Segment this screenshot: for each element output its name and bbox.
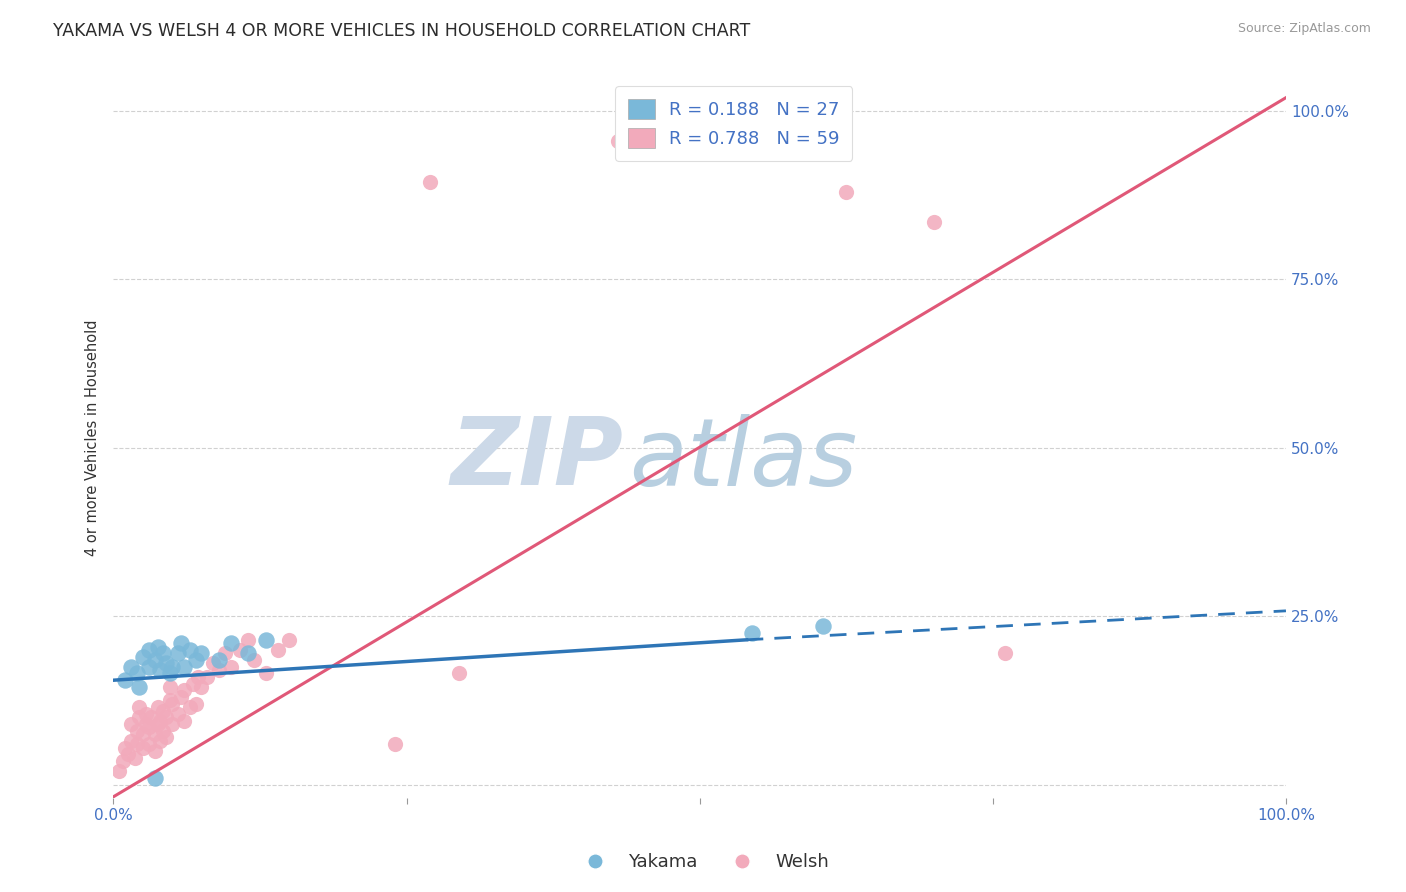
Point [125, 723, 148, 738]
Point [993, 646, 1015, 660]
Point [120, 659, 142, 673]
Point [184, 653, 207, 667]
Point [108, 764, 131, 778]
Point [179, 643, 201, 657]
Point [155, 731, 177, 745]
Point [114, 673, 136, 688]
Point [170, 690, 193, 704]
Point [128, 680, 150, 694]
Point [190, 646, 212, 660]
Text: ZIP: ZIP [451, 413, 623, 506]
Point [143, 727, 166, 741]
Y-axis label: 4 or more Vehicles in Household: 4 or more Vehicles in Household [86, 319, 100, 556]
Point [811, 619, 834, 633]
Point [143, 653, 166, 667]
Point [219, 636, 242, 650]
Legend: Yakama, Welsh: Yakama, Welsh [569, 847, 837, 879]
Text: Source: ZipAtlas.com: Source: ZipAtlas.com [1237, 22, 1371, 36]
Point [138, 643, 160, 657]
Point [155, 657, 177, 671]
Point [266, 643, 288, 657]
Point [219, 659, 242, 673]
Point [132, 649, 155, 664]
Point [181, 676, 204, 690]
Point [146, 700, 169, 714]
Point [229, 643, 252, 657]
Point [160, 717, 183, 731]
Point [135, 717, 157, 731]
Point [152, 723, 174, 738]
Point [208, 653, 231, 667]
Point [152, 704, 174, 718]
Point [159, 666, 181, 681]
Point [278, 632, 301, 647]
Point [167, 646, 190, 660]
Point [238, 632, 260, 647]
Point [922, 215, 945, 229]
Point [190, 680, 212, 694]
Point [128, 710, 150, 724]
Point [173, 683, 195, 698]
Point [243, 653, 266, 667]
Point [195, 670, 218, 684]
Point [152, 646, 174, 660]
Point [143, 744, 166, 758]
Point [149, 714, 172, 728]
Point [139, 710, 162, 724]
Point [120, 734, 142, 748]
Point [117, 747, 139, 762]
Point [125, 666, 148, 681]
Point [120, 717, 142, 731]
Point [187, 670, 209, 684]
Point [835, 185, 858, 199]
Point [155, 710, 177, 724]
Text: atlas: atlas [630, 414, 858, 505]
Point [384, 737, 406, 751]
Point [184, 697, 207, 711]
Point [179, 700, 201, 714]
Point [449, 666, 471, 681]
Point [741, 626, 763, 640]
Point [208, 663, 231, 677]
Point [159, 680, 181, 694]
Point [124, 750, 146, 764]
Point [149, 663, 172, 677]
Point [138, 737, 160, 751]
Point [114, 740, 136, 755]
Point [254, 632, 277, 647]
Point [173, 714, 195, 728]
Point [146, 717, 169, 731]
Point [143, 771, 166, 785]
Point [419, 175, 441, 189]
Point [167, 706, 190, 721]
Point [132, 740, 155, 755]
Point [606, 135, 628, 149]
Point [173, 659, 195, 673]
Point [125, 737, 148, 751]
Point [202, 657, 225, 671]
Text: YAKAMA VS WELSH 4 OR MORE VEHICLES IN HOUSEHOLD CORRELATION CHART: YAKAMA VS WELSH 4 OR MORE VEHICLES IN HO… [53, 22, 751, 40]
Point [111, 754, 134, 768]
Point [135, 706, 157, 721]
Point [170, 636, 193, 650]
Point [132, 727, 155, 741]
Legend: R = 0.188   N = 27, R = 0.788   N = 59: R = 0.188 N = 27, R = 0.788 N = 59 [614, 87, 852, 161]
Point [159, 693, 181, 707]
Point [238, 646, 260, 660]
Point [128, 700, 150, 714]
Point [160, 697, 183, 711]
Point [138, 720, 160, 734]
Point [149, 734, 172, 748]
Point [146, 640, 169, 654]
Point [160, 659, 183, 673]
Point [254, 666, 277, 681]
Point [138, 659, 160, 673]
Point [214, 646, 236, 660]
